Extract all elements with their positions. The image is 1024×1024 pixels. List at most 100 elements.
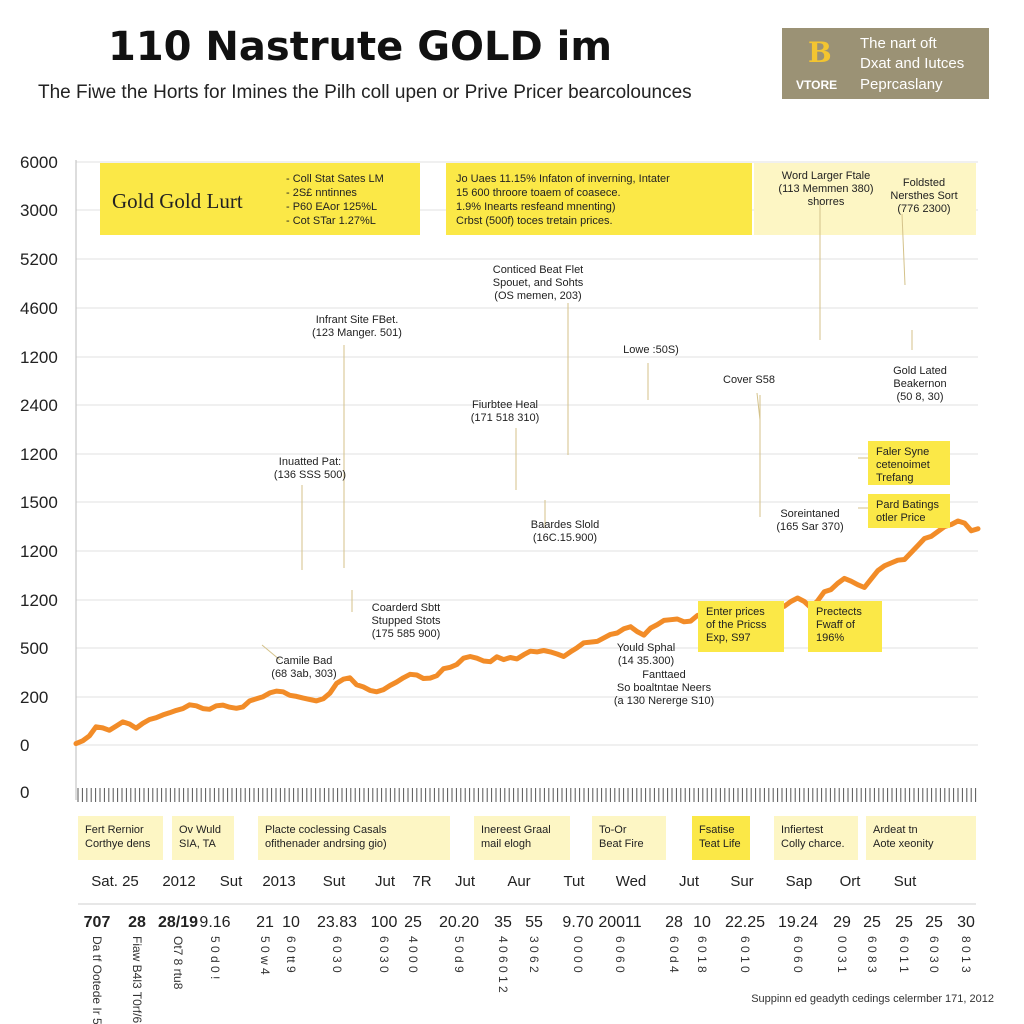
chart-caption: Suppinn ed geadyth cedings celermber 171… xyxy=(751,993,994,1005)
legend-label: Beat Fire xyxy=(599,838,644,850)
x-tick-label: Tut xyxy=(563,873,585,890)
bottom-vertical-value: Fiaw B4l3 T0rf/6 xyxy=(130,936,144,1023)
brand-logo: B VTORE The nart oft Dxat and Iutces Pep… xyxy=(782,28,989,99)
bottom-value: 19.24 xyxy=(778,914,818,931)
info-box xyxy=(446,163,752,235)
annotation-label: (14 35.300) xyxy=(618,655,674,667)
legend-label: To-Or xyxy=(599,824,627,836)
y-tick-label: 4600 xyxy=(20,299,58,318)
callout-label: Trefang xyxy=(876,472,914,484)
info-box xyxy=(754,163,976,235)
annotation-label: Foldsted xyxy=(903,177,945,189)
legend-box xyxy=(866,816,976,860)
x-tick-label: Sut xyxy=(323,873,346,890)
bottom-value: 28 xyxy=(128,914,146,931)
legend-box xyxy=(78,816,163,860)
bottom-value: 25 xyxy=(863,914,881,931)
annotation-label: (16C.15.900) xyxy=(533,532,597,544)
info-box-row: - Coll Stat Sates LM xyxy=(286,173,384,185)
info-box-row: 15 600 throore toaem of coasece. xyxy=(456,187,621,199)
annotation-label: (776 2300) xyxy=(897,203,950,215)
annotation-label: Coarderd Sbtt xyxy=(372,602,440,614)
info-box-row: - 2S£ nntinnes xyxy=(286,187,357,199)
annotation-label: Camile Bad xyxy=(276,655,333,667)
gold-coin-icon: B xyxy=(808,36,832,69)
annotation-label: Fiurbtee Heal xyxy=(472,399,538,411)
bottom-vertical-value: 6 0 3 0 xyxy=(927,936,941,973)
info-box-row: Jo Uaes 11.15% Infaton of inverning, Int… xyxy=(456,173,670,185)
bottom-value: 10 xyxy=(282,914,300,931)
bottom-value: 25 xyxy=(925,914,943,931)
x-tick-label: Wed xyxy=(616,873,647,890)
bottom-value: 707 xyxy=(84,914,111,931)
legend-label: Colly charce. xyxy=(781,838,845,850)
bottom-value: 20011 xyxy=(598,914,641,931)
logo-line: The nart oft xyxy=(860,35,937,52)
bottom-value: 30 xyxy=(957,914,975,931)
bottom-vertical-value: 6 0 1 0 xyxy=(738,936,752,973)
x-tick-label: Aur xyxy=(507,873,530,890)
bottom-vertical-value: 0 0 3 1 xyxy=(835,936,849,973)
x-tick-label: Sap xyxy=(786,873,813,890)
annotation-label: Cover S58 xyxy=(723,374,775,386)
bottom-vertical-value: 6 0 6 0 xyxy=(791,936,805,973)
bottom-vertical-value: 6 0 d 4 xyxy=(667,936,681,973)
info-box-row: - Cot STar 1.27%L xyxy=(286,215,376,227)
bottom-value: 28/19 xyxy=(158,914,198,931)
bottom-value: 20.20 xyxy=(439,914,479,931)
annotation-label: (171 518 310) xyxy=(471,412,540,424)
callout-label: cetenoimet xyxy=(876,459,930,471)
x-tick-label: Jut xyxy=(455,873,476,890)
annotation-label: Word Larger Ftale xyxy=(782,170,870,182)
callout-box xyxy=(698,601,784,652)
annotation-label: (a 130 Nererge S10) xyxy=(614,695,714,707)
annotation-leader xyxy=(261,644,281,661)
bottom-value: 55 xyxy=(525,914,543,931)
legend-box xyxy=(258,816,450,860)
bottom-value: 29 xyxy=(833,914,851,931)
y-tick-label: 1200 xyxy=(20,348,58,367)
page-title: 110 Nastrute GOLD im xyxy=(108,24,613,70)
bottom-value: 25 xyxy=(895,914,913,931)
bottom-vertical-value: 6 0 3 0 xyxy=(330,936,344,973)
legend-box xyxy=(774,816,858,860)
x-tick-label: 7R xyxy=(412,873,431,890)
legend-box xyxy=(592,816,666,860)
x-tick-label: Sut xyxy=(220,873,243,890)
page-subtitle: The Fiwe the Horts for Imines the Pilh c… xyxy=(38,82,692,103)
legend-box xyxy=(692,816,750,860)
bottom-vertical-value: 4 0 0 0 xyxy=(406,936,420,973)
annotation-label: So boaltntae Neers xyxy=(617,682,712,694)
annotation-label: Baardes Slold xyxy=(531,519,600,531)
legend-label: Corthye dens xyxy=(85,838,151,850)
callout-box xyxy=(868,494,950,528)
bottom-value: 9.70 xyxy=(562,914,593,931)
callout-box xyxy=(808,601,882,652)
logo-line: Dxat and Iutces xyxy=(860,55,965,72)
bottom-vertical-value: 6 0 8 3 xyxy=(865,936,879,973)
annotation-label: Infrant Site FBet. xyxy=(316,314,399,326)
price-line xyxy=(73,518,981,747)
callout-label: Enter prices xyxy=(706,606,765,618)
bottom-vertical-value: 5 0 d 9 xyxy=(452,936,466,973)
annotation-label: (136 SSS 500) xyxy=(274,469,346,481)
callout-label: Exp, S97 xyxy=(706,632,751,644)
legend-label: ofithenader andrsing gio) xyxy=(265,838,387,850)
bottom-value: 23.83 xyxy=(317,914,357,931)
callout-label: Pard Batings xyxy=(876,499,939,511)
bottom-value: 21 xyxy=(256,914,274,931)
annotation-label: Yould Sphal xyxy=(617,642,675,654)
y-tick-label: 6000 xyxy=(20,153,58,172)
bottom-vertical-value: 8 0 1 3 xyxy=(959,936,973,973)
bottom-vertical-value: Da tf Ootede Ir 5 kc xyxy=(90,936,104,1024)
annotation-label: (175 585 900) xyxy=(372,628,441,640)
logo-line: Peprcaslany xyxy=(860,76,943,93)
annotation-label: (123 Manger. 501) xyxy=(312,327,402,339)
callout-label: Faler Syne xyxy=(876,446,929,458)
callout-label: of the Pricss xyxy=(706,619,767,631)
info-box xyxy=(100,163,420,235)
annotation-label: Inuatted Pat: xyxy=(279,456,341,468)
callout-label: Fwaff of xyxy=(816,619,856,631)
y-tick-label: 0 xyxy=(20,783,29,802)
